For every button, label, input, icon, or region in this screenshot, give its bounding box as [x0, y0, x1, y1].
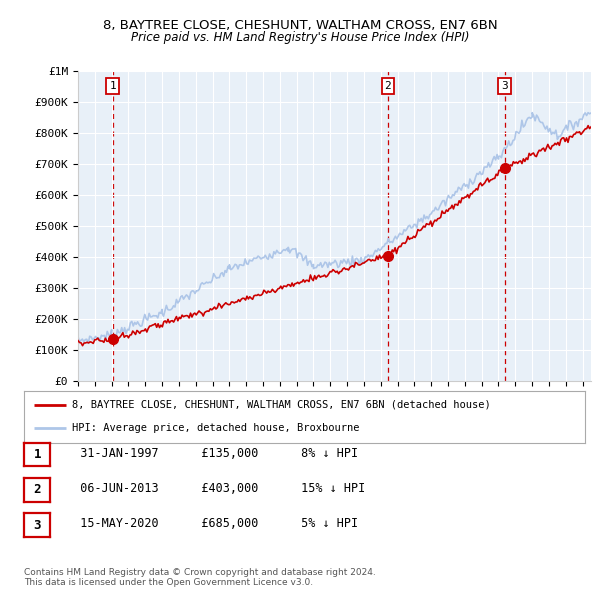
Text: 8, BAYTREE CLOSE, CHESHUNT, WALTHAM CROSS, EN7 6BN (detached house): 8, BAYTREE CLOSE, CHESHUNT, WALTHAM CROS…: [71, 399, 490, 409]
Text: 8, BAYTREE CLOSE, CHESHUNT, WALTHAM CROSS, EN7 6BN: 8, BAYTREE CLOSE, CHESHUNT, WALTHAM CROS…: [103, 19, 497, 32]
Text: 3: 3: [34, 519, 41, 532]
Text: 06-JUN-2013      £403,000      15% ↓ HPI: 06-JUN-2013 £403,000 15% ↓ HPI: [66, 482, 365, 495]
Text: 3: 3: [502, 81, 508, 91]
Text: 2: 2: [385, 81, 391, 91]
Text: 15-MAY-2020      £685,000      5% ↓ HPI: 15-MAY-2020 £685,000 5% ↓ HPI: [66, 517, 358, 530]
Text: 2: 2: [34, 483, 41, 496]
Text: 1: 1: [110, 81, 116, 91]
Text: Contains HM Land Registry data © Crown copyright and database right 2024.
This d: Contains HM Land Registry data © Crown c…: [24, 568, 376, 587]
Text: 1: 1: [34, 448, 41, 461]
Text: HPI: Average price, detached house, Broxbourne: HPI: Average price, detached house, Brox…: [71, 424, 359, 434]
Text: Price paid vs. HM Land Registry's House Price Index (HPI): Price paid vs. HM Land Registry's House …: [131, 31, 469, 44]
Text: 31-JAN-1997      £135,000      8% ↓ HPI: 31-JAN-1997 £135,000 8% ↓ HPI: [66, 447, 358, 460]
